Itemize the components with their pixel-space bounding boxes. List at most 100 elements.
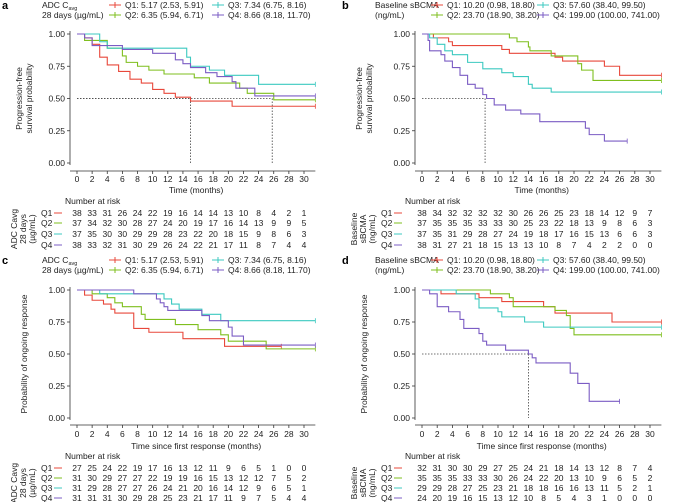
legend-title-main: ADC C — [42, 0, 68, 10]
legend-title-unit: (ng/mL) — [375, 10, 404, 20]
risk-count: 32 — [463, 208, 473, 218]
risk-count: 8 — [556, 240, 561, 250]
y-axis-label: Progression-free — [14, 67, 24, 130]
y-tick-label: 0.00 — [393, 413, 410, 423]
x-tick-label: 22 — [239, 429, 249, 439]
x-tick-label: 10 — [493, 174, 503, 184]
risk-count: 5 — [302, 218, 307, 228]
x-tick-label: 18 — [208, 429, 218, 439]
x-tick-label: 10 — [148, 174, 158, 184]
risk-count: 5 — [256, 463, 261, 473]
legend-entry-q4: Q4: 199.00 (100.00, 741.00) — [537, 10, 660, 20]
y-tick-label: 0.75 — [48, 61, 65, 71]
legend-label: Q1: 5.17 (2.53, 5.91) — [125, 255, 204, 265]
risk-row-label: Q2 — [41, 218, 53, 228]
risk-count: 28 — [148, 493, 158, 502]
risk-count: 10 — [524, 493, 534, 502]
risk-count: 9 — [286, 218, 291, 228]
risk-count: 11 — [224, 493, 233, 502]
x-tick-label: 20 — [569, 174, 579, 184]
km-curve-q4 — [422, 33, 628, 142]
panel-letter: a — [2, 0, 9, 12]
risk-count: 18 — [554, 463, 564, 473]
legend-entry-q2: Q2: 6.35 (5.94, 6.71) — [109, 10, 204, 20]
risk-table-side-label: 28 days — [18, 214, 28, 244]
risk-count: 20 — [432, 493, 442, 502]
risk-count: 30 — [493, 473, 503, 483]
risk-count: 27 — [133, 483, 143, 493]
risk-count: 7 — [632, 463, 637, 473]
risk-count: 15 — [584, 229, 594, 239]
risk-count: 16 — [208, 483, 218, 493]
risk-count: 7 — [271, 240, 276, 250]
x-tick-label: 12 — [163, 429, 173, 439]
x-tick-label: 4 — [450, 429, 455, 439]
risk-count: 4 — [286, 240, 291, 250]
x-tick-label: 28 — [284, 429, 294, 439]
risk-count: 6 — [286, 229, 291, 239]
risk-count: 35 — [448, 218, 458, 228]
risk-table-side-label: (ng/mL) — [367, 468, 377, 497]
x-tick-label: 2 — [90, 174, 95, 184]
risk-row-q4: Q4 38 33 32 31 30 29 26 24 22 21 17 11 8 7 4 4 — [41, 240, 307, 250]
legend-title: Baseline sBCMA — [375, 0, 439, 10]
x-tick-label: 10 — [148, 429, 158, 439]
risk-count: 15 — [239, 229, 249, 239]
risk-count: 17 — [208, 218, 218, 228]
risk-count: 9 — [256, 483, 261, 493]
x-tick-label: 6 — [465, 429, 470, 439]
risk-count: 19 — [163, 473, 173, 483]
risk-count: 2 — [617, 240, 622, 250]
x-tick-label: 12 — [508, 429, 518, 439]
risk-count: 8 — [617, 218, 622, 228]
risk-count: 9 — [256, 229, 261, 239]
risk-count: 26 — [508, 473, 518, 483]
risk-count: 24 — [163, 218, 173, 228]
panel-letter: c — [2, 255, 8, 267]
x-tick-label: 16 — [539, 429, 549, 439]
risk-count: 19 — [178, 473, 188, 483]
risk-count: 28 — [103, 483, 113, 493]
risk-count: 28 — [448, 483, 458, 493]
risk-table-side-label: 28 days — [18, 468, 28, 498]
risk-count: 12 — [600, 463, 610, 473]
risk-row-label: Q3 — [41, 483, 53, 493]
km-curve-q2 — [422, 33, 662, 81]
risk-count: 0 — [617, 493, 622, 502]
risk-count: 17 — [208, 493, 218, 502]
risk-count: 4 — [286, 493, 291, 502]
risk-count: 18 — [478, 240, 488, 250]
km-curve-q3 — [422, 33, 662, 93]
risk-count: 37 — [72, 229, 82, 239]
legend-label: Q2: 6.35 (5.94, 6.71) — [125, 265, 204, 275]
risk-count: 31 — [103, 493, 113, 502]
risk-count: 27 — [493, 229, 503, 239]
risk-count: 31 — [432, 463, 442, 473]
risk-count: 6 — [271, 483, 276, 493]
risk-count: 26 — [148, 483, 158, 493]
risk-table-side-label: Baseline — [349, 466, 359, 499]
y-axis-label: Probability of ongoing response — [19, 294, 29, 413]
risk-count: 18 — [539, 483, 549, 493]
risk-count: 13 — [254, 218, 264, 228]
risk-count: 22 — [539, 473, 549, 483]
risk-count: 26 — [118, 208, 128, 218]
risk-count: 12 — [508, 493, 518, 502]
x-tick-label: 8 — [480, 174, 485, 184]
risk-row-q2: Q2 31 30 29 27 27 22 19 19 16 15 13 12 12 7 5 2 — [41, 473, 307, 483]
risk-count: 20 — [554, 473, 564, 483]
risk-count: 3 — [648, 218, 653, 228]
risk-count: 1 — [648, 483, 653, 493]
risk-row-q1: Q1 38 33 31 26 24 22 19 16 14 14 13 10 8 4 2 1 — [41, 208, 307, 218]
x-tick-label: 20 — [224, 429, 234, 439]
risk-count: 33 — [478, 473, 488, 483]
x-tick-label: 4 — [450, 174, 455, 184]
risk-count: 19 — [193, 218, 203, 228]
risk-count: 19 — [133, 463, 143, 473]
y-tick-label: 1.00 — [393, 29, 410, 39]
x-tick-label: 8 — [135, 174, 140, 184]
risk-count: 16 — [163, 463, 173, 473]
risk-count: 32 — [103, 218, 113, 228]
risk-count: 12 — [239, 483, 249, 493]
